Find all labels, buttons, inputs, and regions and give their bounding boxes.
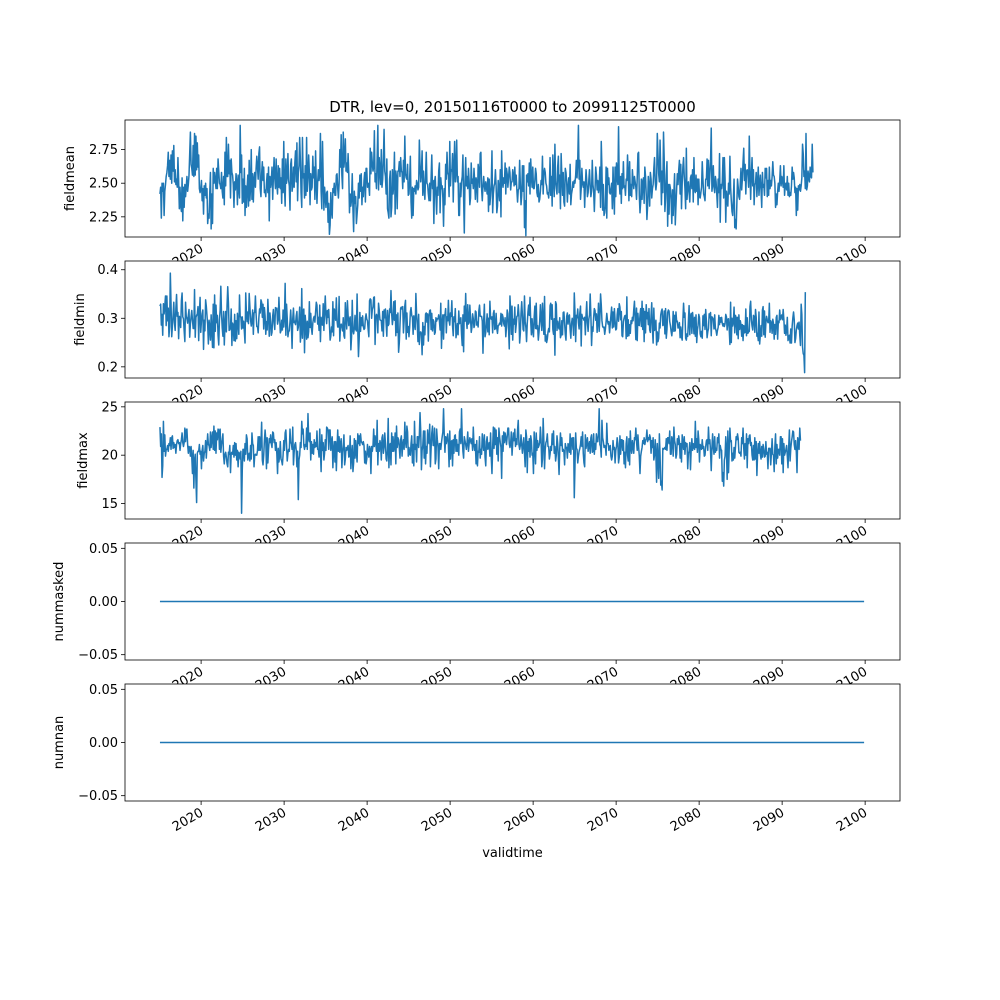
y-tick-label: 25 bbox=[101, 400, 118, 415]
y-tick-label: 0.3 bbox=[97, 312, 118, 327]
y-tick-label: 0.05 bbox=[89, 683, 118, 698]
y-axis-label: numnan bbox=[52, 716, 67, 770]
y-tick-label: 0.00 bbox=[89, 736, 118, 751]
series-line-fieldmin bbox=[159, 272, 807, 374]
y-tick-label: 0.2 bbox=[97, 360, 118, 375]
y-tick-label: 2.50 bbox=[89, 177, 118, 192]
y-tick-label: 2.25 bbox=[89, 210, 118, 225]
y-tick-label: 2.75 bbox=[89, 143, 118, 158]
series-line-fieldmax bbox=[159, 408, 802, 514]
y-axis-label: fieldmean bbox=[63, 146, 78, 211]
y-axis-label: fieldmax bbox=[76, 432, 91, 489]
chart-title: DTR, lev=0, 20150116T0000 to 20991125T00… bbox=[329, 98, 696, 116]
axes-frame bbox=[124, 260, 901, 379]
y-tick-label: 0.4 bbox=[97, 263, 118, 278]
series-line-fieldmean bbox=[159, 124, 814, 237]
y-tick-label: 20 bbox=[101, 449, 118, 464]
y-tick-label: −0.05 bbox=[78, 789, 118, 804]
y-tick-label: 0.05 bbox=[89, 542, 118, 557]
y-tick-label: −0.05 bbox=[78, 648, 118, 663]
axes-frame bbox=[124, 401, 901, 520]
y-axis-label: nummasked bbox=[52, 562, 67, 642]
y-axis-label: fieldmin bbox=[73, 293, 88, 346]
y-tick-label: 0.00 bbox=[89, 595, 118, 610]
axes-frame bbox=[124, 119, 901, 238]
y-tick-label: 15 bbox=[101, 497, 118, 512]
x-axis-label: validtime bbox=[482, 846, 543, 861]
